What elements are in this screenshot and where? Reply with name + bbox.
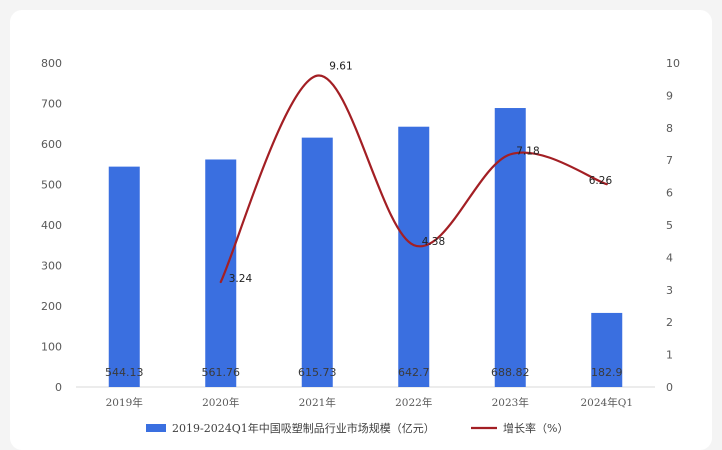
x-tick-label: 2019年 [106, 396, 143, 409]
right-tick-label: 4 [666, 251, 673, 264]
left-tick-label: 800 [41, 57, 62, 70]
bar [205, 159, 237, 387]
legend: 2019-2024Q1年中国吸塑制品行业市场规模（亿元） 增长率（%） [146, 421, 568, 435]
line-value-label: 4.38 [422, 236, 445, 248]
x-tick-label: 2023年 [492, 396, 529, 409]
right-tick-label: 6 [666, 187, 673, 200]
x-tick-label: 2024年Q1 [580, 396, 633, 409]
right-tick-label: 7 [666, 154, 673, 167]
bar [398, 126, 430, 388]
left-tick-label: 0 [55, 381, 62, 394]
right-tick-label: 1 [666, 349, 673, 362]
bar-value-label: 182.9 [591, 366, 623, 379]
growth-rate-line [219, 74, 608, 284]
legend-bar-label: 2019-2024Q1年中国吸塑制品行业市场规模（亿元） [172, 421, 435, 435]
left-tick-label: 400 [41, 219, 62, 232]
left-tick-label: 700 [41, 98, 62, 111]
left-tick-label: 100 [41, 341, 62, 354]
line-value-labels: 3.24 9.61 4.38 7.18 6.26 [229, 61, 613, 285]
right-tick-label: 8 [666, 122, 673, 135]
legend-line-label: 增长率（%） [503, 421, 568, 435]
right-tick-label: 9 [666, 89, 673, 102]
bar-value-label: 688.82 [491, 366, 530, 379]
line-value-label: 3.24 [229, 273, 253, 285]
left-tick-label: 200 [41, 300, 62, 313]
x-tick-label: 2021年 [299, 396, 336, 409]
bar [108, 166, 140, 387]
line-value-label: 7.18 [516, 145, 539, 157]
bar [301, 137, 333, 387]
right-tick-label: 2 [666, 316, 673, 329]
right-tick-label: 5 [666, 219, 673, 232]
left-axis: 0 100 200 300 400 500 600 700 800 [41, 57, 62, 394]
bar-value-label: 615.73 [298, 366, 337, 379]
x-tick-label: 2020年 [202, 396, 239, 409]
left-tick-label: 500 [41, 179, 62, 192]
bar-value-label: 544.13 [105, 366, 144, 379]
right-axis: 0 1 2 3 4 5 6 7 8 9 10 [666, 57, 680, 394]
bar-value-labels: 544.13 561.76 615.73 642.7 688.82 182.9 [105, 366, 623, 379]
right-tick-label: 3 [666, 284, 673, 297]
bar-value-label: 642.7 [398, 366, 430, 379]
bar-value-label: 561.76 [202, 366, 241, 379]
x-axis: 2019年 2020年 2021年 2022年 2023年 2024年Q1 [106, 396, 633, 409]
left-tick-label: 600 [41, 138, 62, 151]
line-value-label: 9.61 [329, 61, 352, 73]
bar [591, 312, 623, 387]
right-tick-label: 0 [666, 381, 673, 394]
left-tick-label: 300 [41, 260, 62, 273]
legend-bar-swatch [146, 424, 166, 432]
line-value-label: 6.26 [589, 175, 613, 187]
right-tick-label: 10 [666, 57, 680, 70]
bar-series [108, 108, 623, 388]
x-tick-label: 2022年 [395, 396, 432, 409]
